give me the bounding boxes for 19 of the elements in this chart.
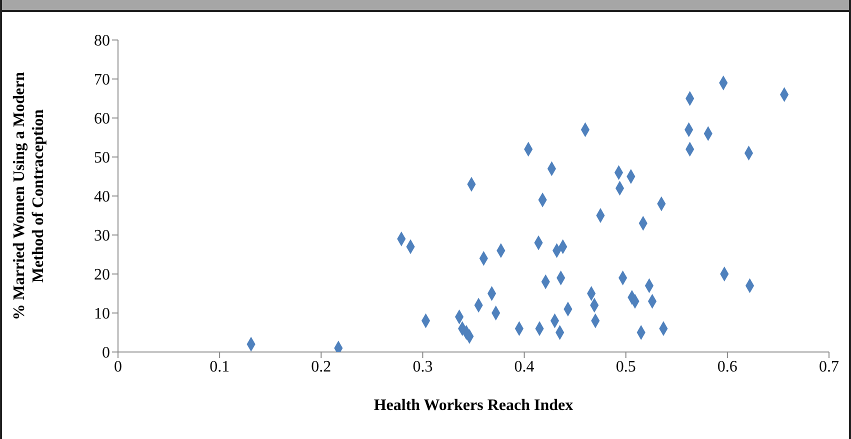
y-tick-label: 60: [94, 110, 110, 128]
y-tick-label: 40: [94, 188, 110, 206]
y-tick-label: 80: [94, 32, 110, 50]
x-tick-label: 0.1: [210, 358, 230, 376]
y-tick-label: 50: [94, 150, 110, 167]
x-tick-label: 0.6: [717, 358, 738, 376]
x-tick-label: 0.4: [514, 358, 534, 376]
x-tick-label: 0: [114, 358, 122, 376]
x-tick-label: 0.5: [616, 358, 636, 376]
y-tick-label: 70: [94, 72, 110, 89]
y-tick-label: 20: [94, 266, 110, 284]
y-axis-title: % Married Women Using a Modern Method of Contraception: [11, 72, 47, 320]
x-axis-title: Health Workers Reach Index: [374, 397, 574, 414]
x-tick-label: 0.2: [311, 358, 332, 376]
y-tick-label: 10: [94, 306, 110, 323]
y-tick-label: 30: [94, 228, 110, 245]
x-tick-label: 0.3: [412, 358, 433, 376]
x-tick-label: 0.7: [819, 358, 839, 376]
y-tick-label: 0: [102, 344, 110, 362]
